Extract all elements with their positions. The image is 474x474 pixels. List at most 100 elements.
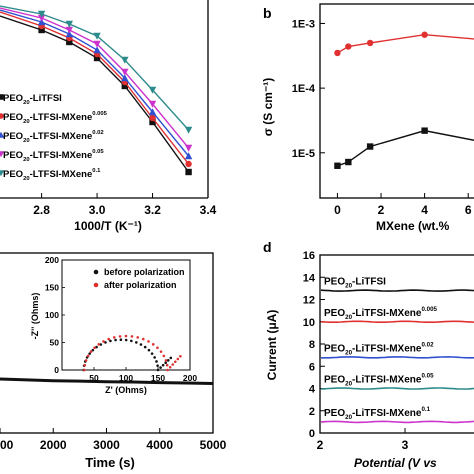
panel-c-inset-data-point	[119, 338, 123, 341]
panel-d-y-tick-label: 12	[303, 295, 315, 307]
panel-c-inset-data-point	[118, 335, 122, 338]
panel-d-series-line	[320, 289, 474, 292]
panel-b-data-point	[334, 49, 341, 57]
panel-b-x-axis-title: MXene (wt.%	[376, 219, 450, 233]
panel-a-data-point	[184, 144, 193, 152]
panel-c-inset-legend-label: before polarization	[104, 267, 185, 277]
panel-d-y-tick-label: 0	[309, 428, 315, 440]
panel-a-data-point	[93, 46, 101, 54]
panel-c-inset-data-point	[155, 360, 158, 363]
panel-c-inset-data-point	[124, 338, 128, 342]
panel-c-inset-data-point	[95, 345, 98, 349]
panel-a-data-point	[37, 18, 46, 26]
panel-c-inset-data-point	[114, 338, 117, 342]
panel-b-series-line	[337, 129, 474, 167]
panel-a-data-point	[93, 40, 101, 48]
panel-a-legend-label: PEO20-LTFSI-MXene0.05	[3, 149, 104, 163]
panel-a-data-point	[184, 126, 193, 134]
panel-c-inset-data-point	[130, 339, 133, 343]
panel-d-y-tick-label: 4	[309, 384, 316, 396]
panel-b-chart: 1E-3 1E-4 1E-5 0 2 4 6 MXene (wt.% σ (S cm⁻¹)	[261, 3, 474, 233]
panel-c-inset-data-point	[86, 354, 90, 358]
panel-a-data-point	[37, 10, 46, 18]
panel-a-chart: 2.8 3.0 3.2 3.4 1000/T (K⁻¹) PEO20-LiTFSI PEO2…	[0, 0, 217, 233]
panel-c-inset-data-point	[169, 356, 173, 360]
panel-c-inset-legend-marker	[93, 282, 99, 288]
panel-a-legend-label: PEO20-LTFSI-MXene0.02	[3, 130, 104, 144]
panel-c-inset-x-axis-title: Z' (Ohms)	[105, 385, 147, 395]
panel-c-inset-data-point	[141, 337, 145, 341]
panel-a-legend-marker	[0, 113, 4, 119]
panel-c-inset-data-point	[165, 363, 169, 367]
panel-c-inset-data-point	[164, 361, 167, 365]
panel-d-x-axis-title: Potential (V vs	[354, 456, 437, 470]
panel-c-inset-data-point	[159, 350, 163, 353]
panel-label-d: d	[263, 239, 272, 255]
panel-d-series-line	[320, 387, 474, 390]
panel-b-data-point	[421, 31, 428, 38]
panel-a-data-point	[148, 86, 157, 94]
panel-c-inset-data-point	[162, 354, 166, 358]
panel-a-legend-marker	[0, 170, 5, 177]
panel-c-inset-y-tick-label: 50	[50, 338, 60, 348]
panel-c-inset-data-point	[89, 350, 93, 353]
panel-d-series-line	[321, 356, 474, 359]
panel-c-inset-data-point	[91, 348, 95, 352]
panel-a-data-point	[65, 26, 74, 34]
panel-c-inset-data-point	[143, 345, 147, 349]
panel-c-inset-data-point	[147, 340, 150, 343]
panel-c-inset-y-tick-label: 150	[45, 283, 59, 293]
panel-d-legend-label: PEO20-LiTFSI-MXene0.1	[324, 406, 431, 421]
panel-c-inset-data-point	[88, 352, 91, 355]
panel-c-inset-data-point	[107, 337, 111, 341]
panel-c-series-line	[0, 377, 214, 385]
panel-a-data-point	[184, 152, 193, 160]
panel-c-inset-x-tick-label: 150	[151, 373, 165, 383]
panel-label-b: b	[263, 5, 272, 21]
panel-a-x-tick-label: 2.8	[33, 203, 50, 217]
panel-d-y-tick-label: 14	[303, 272, 316, 284]
panel-c-inset-data-point	[93, 346, 96, 350]
panel-a-data-point	[149, 118, 156, 126]
panel-d-x-tick-label: 2	[317, 438, 324, 452]
panel-a-legend-label: PEO20-LiTFSI	[3, 93, 62, 106]
panel-c-inset-x-tick-label: 50	[89, 373, 99, 383]
panel-d-legend-label: PEO20-LiTFSI-MXene0.005	[324, 306, 438, 321]
panel-a-data-point	[93, 32, 101, 40]
panel-c-x-tick-label: 5000	[200, 438, 227, 452]
panel-a-legend-marker	[0, 131, 5, 138]
panel-c-inset-data-point	[156, 364, 159, 367]
panel-a-x-tick-label: 3.2	[144, 203, 161, 217]
panel-c-inset-data-point	[171, 363, 175, 366]
panel-a-data-point	[38, 26, 45, 34]
panel-a-data-point	[148, 100, 157, 108]
panel-c-inset-data-point	[84, 359, 88, 362]
panel-d-legend-label: PEO20-LiTFSI-MXene0.02	[324, 341, 434, 356]
panel-d-legend-label: PEO20-LiTFSI-MXene0.05	[324, 373, 434, 388]
panel-c-inset-data-point	[153, 356, 156, 359]
panel-d-y-tick-label: 2	[309, 406, 315, 418]
panel-d-series-line	[320, 320, 474, 323]
panel-c-inset-data-point	[124, 334, 128, 338]
panel-c-inset-data-point	[139, 343, 143, 346]
panel-c-inset-data-point	[83, 363, 87, 367]
panel-c-chart: 1000 2000 3000 4000 5000 Time (s) 0 50 100 150 200…	[0, 252, 227, 470]
panel-b-x-tick-label: 4	[421, 203, 428, 217]
panel-a-data-point	[185, 168, 192, 176]
panel-d-y-tick-label: 8	[309, 339, 315, 351]
panel-a-legend-marker	[0, 94, 4, 100]
panel-b-x-tick-label: 2	[378, 203, 385, 217]
panel-c-inset-y-tick-label: 0	[54, 365, 59, 375]
panel-c-inset-data-point	[156, 368, 160, 372]
panel-c-inset-data-point	[151, 343, 155, 346]
panel-b-x-tick-label: 6	[465, 203, 472, 217]
panel-a-data-point	[37, 14, 46, 22]
panel-b-y-axis-title: σ (S cm⁻¹)	[261, 78, 275, 137]
panel-a-data-point	[121, 74, 129, 82]
panel-a-data-point	[121, 82, 128, 90]
panel-c-inset-data-point	[112, 336, 116, 339]
panel-c-inset-data-point	[104, 341, 107, 344]
panel-c-inset-data-point	[130, 335, 134, 338]
